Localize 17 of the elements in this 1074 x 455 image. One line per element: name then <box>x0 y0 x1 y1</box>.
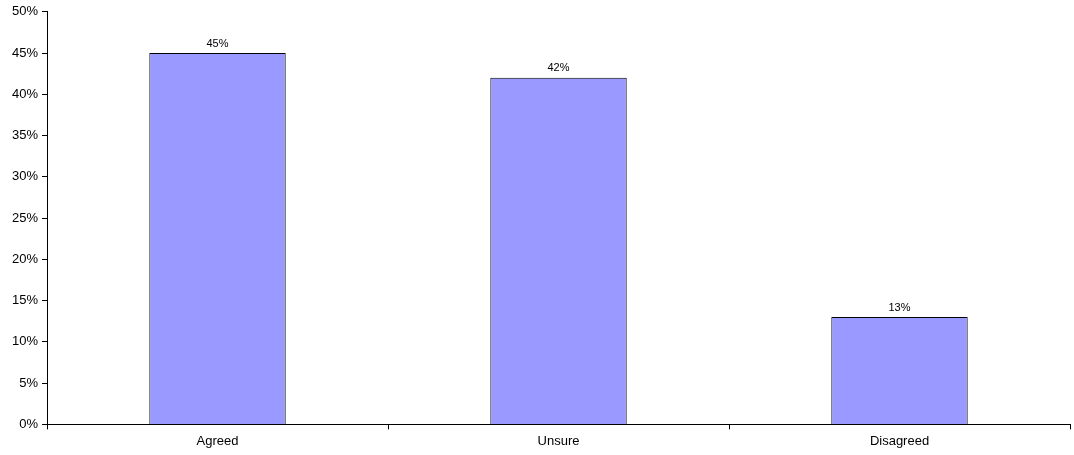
y-tick-label: 15% <box>11 292 39 308</box>
y-tick-label: 25% <box>11 209 39 225</box>
data-label: 42% <box>547 61 570 74</box>
data-label: 13% <box>888 300 911 313</box>
y-tick-label: 5% <box>19 374 39 390</box>
y-tick-label: 45% <box>11 44 39 60</box>
y-tick-label: 10% <box>11 333 39 349</box>
x-tick-label: Agreed <box>196 432 239 448</box>
y-tick-label: 40% <box>11 85 39 101</box>
y-tick-label: 20% <box>11 250 39 266</box>
y-tick-label: 35% <box>11 127 39 143</box>
data-label: 45% <box>206 36 229 49</box>
y-tick-label: 50% <box>11 3 39 19</box>
x-tick-label: Disagreed <box>869 432 930 448</box>
y-tick-label: 0% <box>19 415 39 431</box>
y-tick-label: 30% <box>11 168 39 184</box>
x-tick-label: Unsure <box>537 432 580 448</box>
